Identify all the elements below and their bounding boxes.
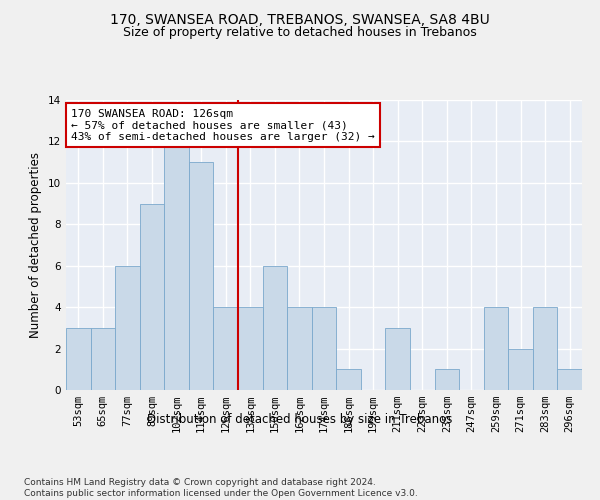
Text: Contains HM Land Registry data © Crown copyright and database right 2024.
Contai: Contains HM Land Registry data © Crown c… <box>24 478 418 498</box>
Bar <box>66 328 91 390</box>
Bar <box>385 328 410 390</box>
Text: Size of property relative to detached houses in Trebanos: Size of property relative to detached ho… <box>123 26 477 39</box>
Bar <box>238 307 263 390</box>
Bar <box>214 307 238 390</box>
Bar <box>189 162 214 390</box>
Bar <box>484 307 508 390</box>
Bar <box>263 266 287 390</box>
Bar <box>508 348 533 390</box>
Y-axis label: Number of detached properties: Number of detached properties <box>29 152 43 338</box>
Text: Distribution of detached houses by size in Trebanos: Distribution of detached houses by size … <box>148 412 452 426</box>
Bar <box>533 307 557 390</box>
Bar <box>336 370 361 390</box>
Text: 170, SWANSEA ROAD, TREBANOS, SWANSEA, SA8 4BU: 170, SWANSEA ROAD, TREBANOS, SWANSEA, SA… <box>110 12 490 26</box>
Bar <box>312 307 336 390</box>
Bar <box>434 370 459 390</box>
Bar <box>287 307 312 390</box>
Bar <box>164 142 189 390</box>
Bar <box>140 204 164 390</box>
Bar <box>115 266 140 390</box>
Bar <box>557 370 582 390</box>
Bar <box>91 328 115 390</box>
Text: 170 SWANSEA ROAD: 126sqm
← 57% of detached houses are smaller (43)
43% of semi-d: 170 SWANSEA ROAD: 126sqm ← 57% of detach… <box>71 108 375 142</box>
